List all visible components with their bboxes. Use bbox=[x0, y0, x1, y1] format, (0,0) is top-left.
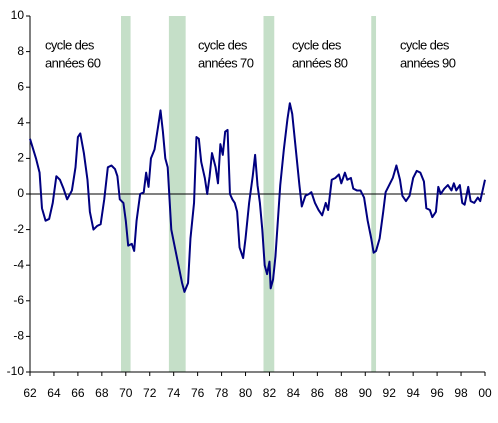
x-tick-label: 64 bbox=[47, 386, 61, 400]
x-tick-label: 98 bbox=[454, 386, 468, 400]
x-tick-label: 84 bbox=[287, 386, 301, 400]
x-tick-label: 76 bbox=[191, 386, 205, 400]
x-tick-label: 86 bbox=[311, 386, 325, 400]
annotation: cycle des bbox=[45, 37, 95, 52]
y-tick-label: -10 bbox=[7, 364, 25, 378]
x-tick-label: 74 bbox=[167, 386, 181, 400]
data-line bbox=[29, 102, 486, 293]
x-tick-label: 62 bbox=[23, 386, 37, 400]
annotation: années 80 bbox=[292, 55, 348, 70]
annotation: cycle des bbox=[198, 37, 248, 52]
x-tick-label: 72 bbox=[143, 386, 157, 400]
x-tick-label: 88 bbox=[335, 386, 349, 400]
x-tick-label: 68 bbox=[95, 386, 109, 400]
x-tick-label: 90 bbox=[359, 386, 373, 400]
x-tick-label: 66 bbox=[71, 386, 85, 400]
x-tick-label: 92 bbox=[383, 386, 397, 400]
y-tick-label: 10 bbox=[11, 8, 25, 22]
annotation: cycle des bbox=[292, 37, 342, 52]
x-tick-label: 00 bbox=[478, 386, 492, 400]
annotation: années 60 bbox=[45, 55, 101, 70]
annotation: années 70 bbox=[198, 55, 254, 70]
x-tick-label: 70 bbox=[119, 386, 133, 400]
x-tick-label: 94 bbox=[406, 386, 420, 400]
y-tick-label: 8 bbox=[17, 44, 24, 58]
y-tick-label: -2 bbox=[13, 222, 24, 236]
y-tick-label: 0 bbox=[17, 186, 24, 200]
y-tick-label: -6 bbox=[13, 293, 24, 307]
annotation: années 90 bbox=[400, 55, 456, 70]
x-tick-label: 80 bbox=[239, 386, 253, 400]
y-tick-label: -4 bbox=[13, 257, 24, 271]
y-tick-label: 6 bbox=[17, 79, 24, 93]
y-tick-label: 2 bbox=[17, 151, 24, 165]
x-tick-label: 78 bbox=[215, 386, 229, 400]
x-tick-label: 96 bbox=[430, 386, 444, 400]
y-tick-label: -8 bbox=[13, 329, 24, 343]
y-tick-label: 4 bbox=[17, 115, 24, 129]
x-tick-label: 82 bbox=[263, 386, 277, 400]
annotation: cycle des bbox=[400, 37, 450, 52]
